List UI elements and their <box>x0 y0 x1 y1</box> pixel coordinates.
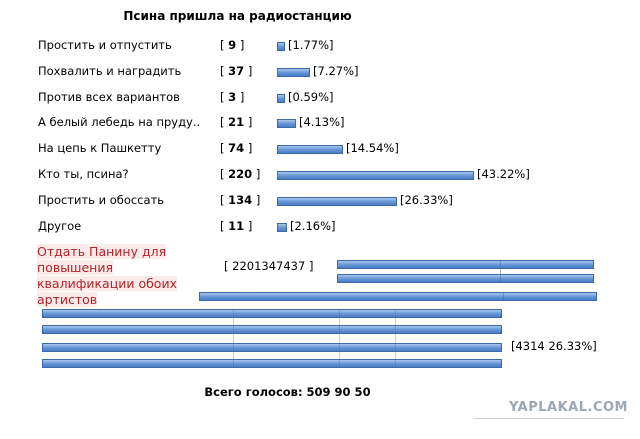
watermark-underline <box>474 418 624 419</box>
option-percent: [4.13%] <box>299 115 345 129</box>
extra-option-text: Отдать Панину для повышения квалификации… <box>37 244 177 307</box>
extra-bar-1 <box>337 260 594 269</box>
option-bar <box>277 171 474 180</box>
bar-seam <box>339 309 340 368</box>
bar-seam <box>503 292 504 301</box>
option-percent: [26.33%] <box>400 193 453 207</box>
option-label: А белый лебедь на пруду.. <box>38 115 201 129</box>
option-label: Похвалить и наградить <box>38 64 182 78</box>
bar-seam <box>233 309 234 368</box>
option-count-value: 220 <box>228 167 253 181</box>
option-label: Против всех вариантов <box>38 90 180 104</box>
option-percent: [14.54%] <box>346 141 399 155</box>
option-count: [ 220 ] <box>220 167 261 181</box>
option-percent: [43.22%] <box>477 167 530 181</box>
option-count-value: 37 <box>228 64 245 78</box>
poll-total: Всего голосов: 509 90 50 <box>204 385 371 399</box>
option-percent: [0.59%] <box>288 90 334 104</box>
option-label: Простить и обоссать <box>38 193 165 207</box>
extra-bar-6 <box>42 343 502 352</box>
option-count: [ 134 ] <box>220 193 261 207</box>
option-bar <box>277 119 296 128</box>
extra-option-count: [ 2201347437 ] <box>224 259 314 273</box>
option-count-value: 21 <box>228 115 245 129</box>
option-bar <box>277 42 285 51</box>
option-count: [ 3 ] <box>220 90 245 104</box>
extra-option-label: Отдать Панину для повышения квалификации… <box>37 244 207 308</box>
option-label: Другое <box>38 219 82 233</box>
option-bar <box>277 68 310 77</box>
option-percent: [1.77%] <box>288 38 334 52</box>
option-count-value: 9 <box>228 38 237 52</box>
option-count: [ 37 ] <box>220 64 253 78</box>
extra-bar-4 <box>42 309 502 318</box>
option-label: Кто ты, псина? <box>38 167 129 181</box>
option-percent: [7.27%] <box>313 64 359 78</box>
extra-bar-5 <box>42 325 502 334</box>
option-bar <box>277 223 287 232</box>
bar-seam <box>500 260 501 283</box>
option-label: На цепь к Пашкетту <box>38 141 162 155</box>
poll-title: Псина пришла на радиостанцию <box>123 9 352 23</box>
option-count: [ 11 ] <box>220 219 253 233</box>
option-bar <box>277 197 397 206</box>
option-label: Простить и отпустить <box>38 38 172 52</box>
option-count-value: 74 <box>228 141 245 155</box>
bar-seam <box>395 309 396 368</box>
option-count: [ 21 ] <box>220 115 253 129</box>
option-bar <box>277 94 285 103</box>
extra-bar-2 <box>337 274 594 283</box>
option-count-value: 3 <box>228 90 237 104</box>
option-count-value: 134 <box>228 193 253 207</box>
option-percent: [2.16%] <box>290 219 336 233</box>
option-count: [ 74 ] <box>220 141 253 155</box>
extra-option-percent: [4314 26.33%] <box>511 339 597 353</box>
extra-bar-3 <box>199 292 597 301</box>
option-count: [ 9 ] <box>220 38 245 52</box>
option-bar <box>277 145 343 154</box>
option-count-value: 11 <box>228 219 245 233</box>
watermark: YAPLAKAL.COM <box>509 400 628 415</box>
extra-bar-7 <box>42 359 502 368</box>
